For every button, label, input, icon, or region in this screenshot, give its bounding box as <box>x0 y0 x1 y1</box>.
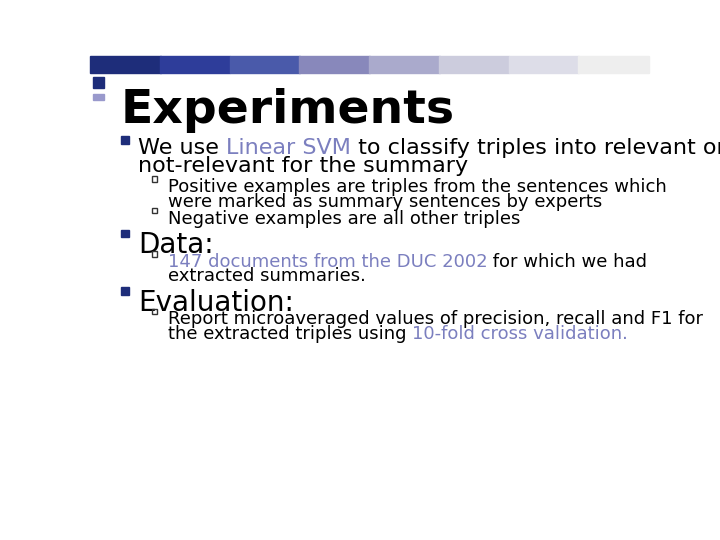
Bar <box>230 56 300 72</box>
Text: 10-fold cross validation.: 10-fold cross validation. <box>412 325 628 343</box>
Text: not-relevant for the summary: not-relevant for the summary <box>138 157 468 177</box>
Text: Negative examples are all other triples: Negative examples are all other triples <box>168 210 520 227</box>
Bar <box>152 177 158 182</box>
Bar <box>438 56 509 72</box>
Bar <box>160 56 230 72</box>
Text: Linear SVM: Linear SVM <box>226 138 351 158</box>
Bar <box>90 56 161 72</box>
Bar <box>369 56 439 72</box>
Bar <box>300 56 370 72</box>
Bar <box>152 309 158 314</box>
Text: extracted summaries.: extracted summaries. <box>168 267 365 285</box>
Text: 147 documents from the DUC 2002: 147 documents from the DUC 2002 <box>168 253 487 271</box>
Text: the extracted triples using: the extracted triples using <box>168 325 412 343</box>
Bar <box>152 251 158 256</box>
Bar <box>578 56 649 72</box>
Bar <box>121 287 129 295</box>
Bar <box>152 208 158 213</box>
Bar <box>93 77 104 88</box>
Text: Data:: Data: <box>138 231 214 259</box>
Text: Experiments: Experiments <box>121 88 455 133</box>
Bar <box>508 56 579 72</box>
Text: to classify triples into relevant or: to classify triples into relevant or <box>351 138 720 158</box>
Text: were marked as summary sentences by experts: were marked as summary sentences by expe… <box>168 193 602 211</box>
Text: Report microaveraged values of precision, recall and F1 for: Report microaveraged values of precision… <box>168 310 703 328</box>
Bar <box>93 94 104 100</box>
Text: We use: We use <box>138 138 226 158</box>
Bar <box>121 230 129 237</box>
Bar <box>121 137 129 144</box>
Text: Positive examples are triples from the sentences which: Positive examples are triples from the s… <box>168 178 666 196</box>
Text: for which we had: for which we had <box>487 253 647 271</box>
Text: Evaluation:: Evaluation: <box>138 289 294 317</box>
